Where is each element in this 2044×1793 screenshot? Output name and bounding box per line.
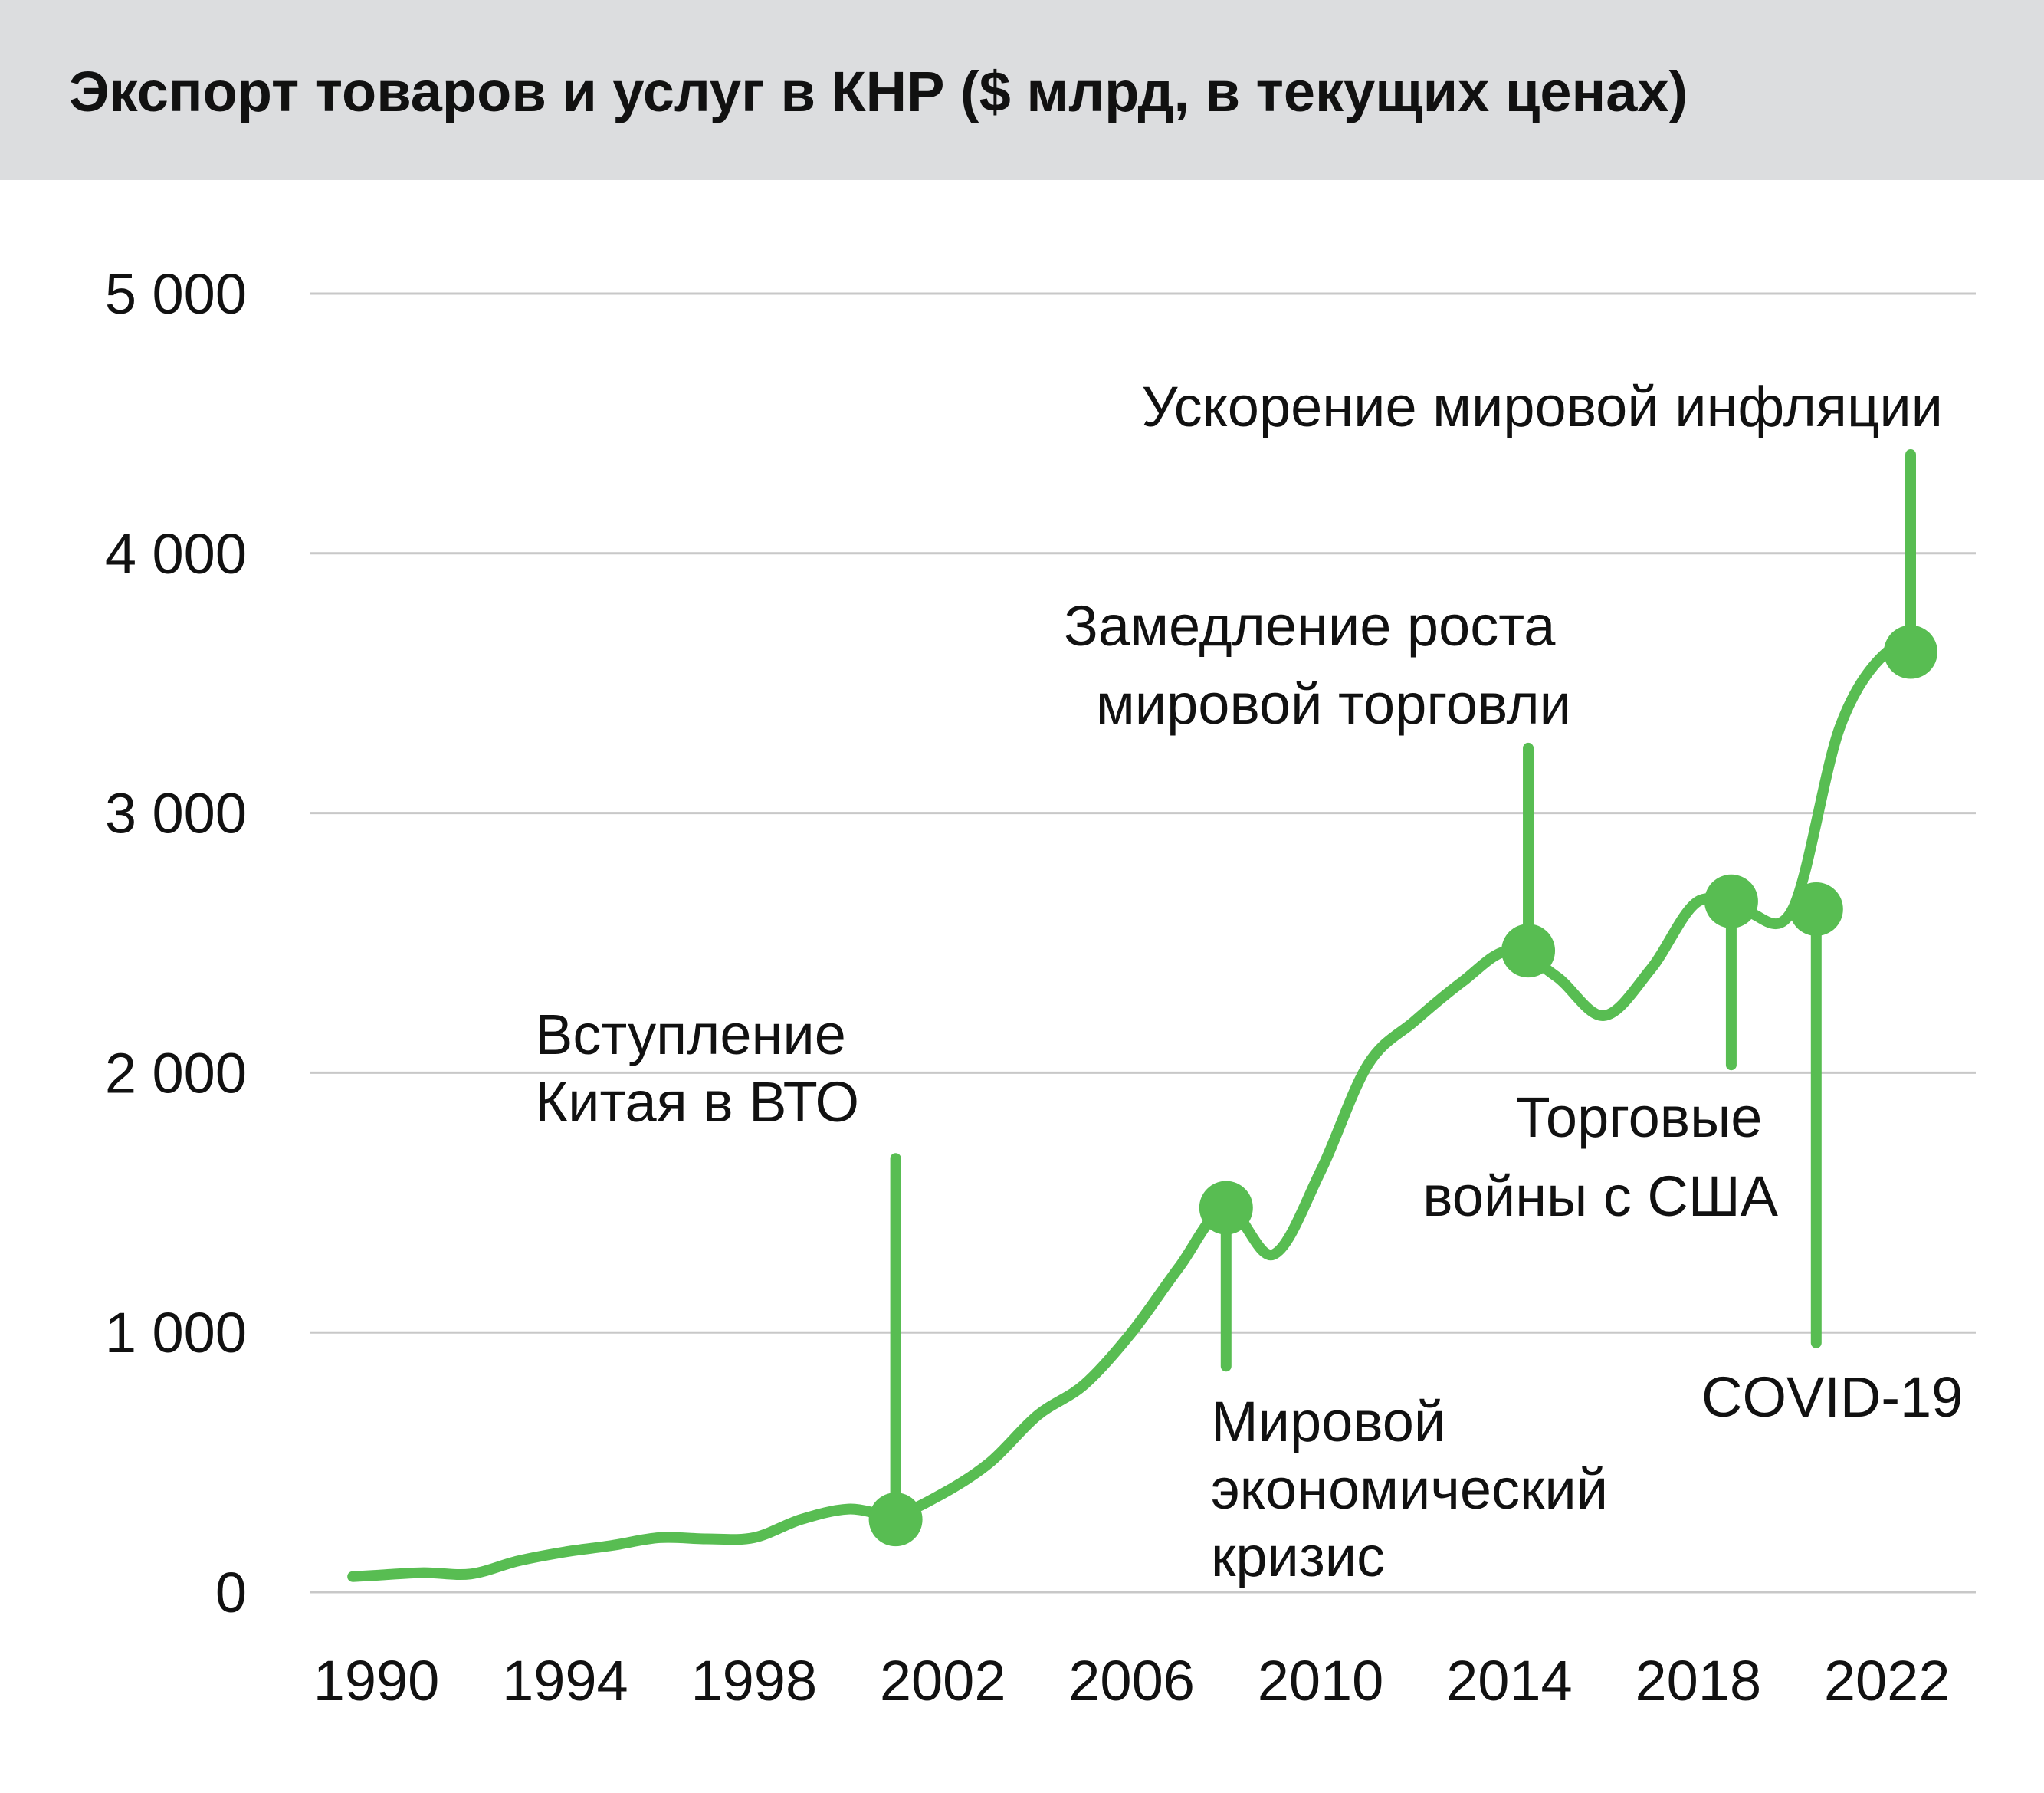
x-axis-labels: 1990 1994 1998 2002 2006 2010 2014 2018 2022 [313,1649,1950,1713]
annotation-slowdown-line-1: Замедление роста [1064,594,1556,658]
annotation-tradewar-line-2: войны с США [1422,1164,1778,1228]
annotation-crisis-line-2: экономический [1211,1457,1608,1521]
chart-title: Экспорт товаров и услуг в КНР ($ млрд, в… [69,60,1688,123]
x-tick-label-1994: 1994 [502,1649,628,1713]
annotation-marker-3 [1704,874,1758,928]
annotation-crisis-label: Мировой экономический кризис [1211,1390,1624,1588]
export-series-line [347,642,1926,1582]
annotation-covid-label: COVID-19 [1701,1365,1963,1429]
y-tick-label-4000: 4 000 [105,522,247,586]
x-tick-label-2014: 2014 [1446,1649,1573,1713]
annotation-slowdown-label: Замедление роста мировой торговли [1064,594,1571,736]
annotation-wto-label: Вступление Китая в ВТО [535,1003,861,1134]
annotation-wto-line-2: Китая в ВТО [535,1070,859,1134]
annotation-wto-line-1: Вступление [535,1003,846,1066]
y-tick-label-2000: 2 000 [105,1041,247,1105]
gridlines [310,292,1976,1594]
x-tick-label-2010: 2010 [1258,1649,1384,1713]
x-tick-label-2006: 2006 [1068,1649,1195,1713]
series-layer [347,642,1926,1582]
x-tick-label-2018: 2018 [1635,1649,1761,1713]
y-tick-label-1000: 1 000 [105,1301,247,1364]
annotation-crisis-line-3: кризис [1211,1525,1385,1588]
annotation-slowdown-line-2: мировой торговли [1096,672,1571,736]
annotation-inflation-label: Ускорение мировой инфляции [1142,375,1943,438]
annotation-marker-5 [1884,625,1937,679]
annotation-marker-1 [1199,1181,1253,1235]
y-tick-label-3000: 3 000 [105,782,247,846]
annotation-tradewar-label: Торговые войны с США [1422,1085,1778,1228]
annotation-markers [868,625,1937,1547]
y-axis-labels: 0 1 000 2 000 3 000 4 000 5 000 [105,262,247,1624]
annotation-marker-0 [868,1493,923,1547]
annotation-crisis-line-1: Мировой [1211,1390,1445,1453]
y-tick-label-0: 0 [215,1561,247,1624]
x-tick-label-2022: 2022 [1824,1649,1950,1713]
x-tick-label-2002: 2002 [880,1649,1006,1713]
x-tick-label-1990: 1990 [313,1649,440,1713]
annotation-marker-2 [1501,924,1556,978]
annotation-tradewar-line-1: Торговые [1516,1085,1763,1149]
annotation-marker-4 [1789,882,1843,936]
x-tick-label-1998: 1998 [691,1649,817,1713]
y-tick-label-5000: 5 000 [105,262,247,326]
title-bar: Экспорт товаров и услуг в КНР ($ млрд, в… [0,0,2044,180]
